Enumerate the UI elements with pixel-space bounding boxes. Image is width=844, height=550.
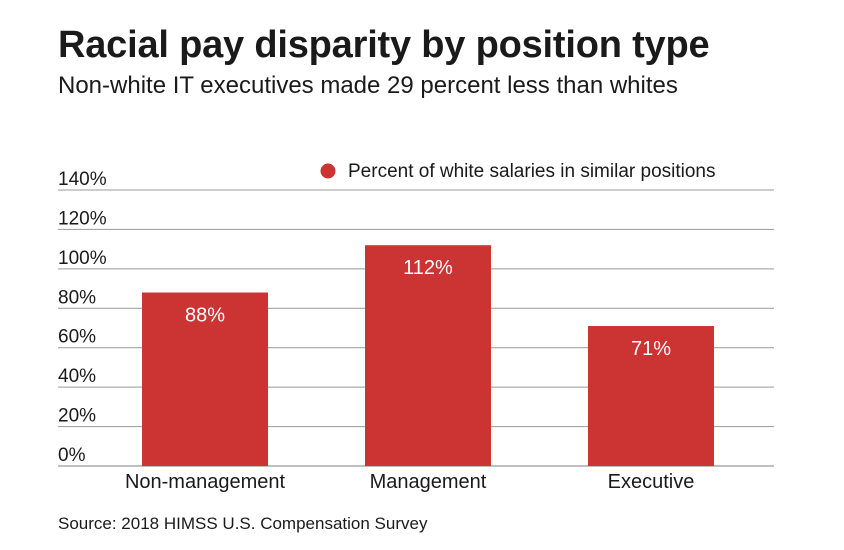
y-tick-label: 0%	[58, 445, 86, 466]
chart-subtitle: Non-white IT executives made 29 percent …	[58, 72, 678, 99]
y-tick-label: 60%	[58, 327, 96, 348]
y-tick-label: 80%	[58, 287, 96, 308]
y-tick-label: 120%	[58, 208, 107, 229]
legend-label: Percent of white salaries in similar pos…	[348, 161, 716, 182]
bar-management	[365, 245, 491, 466]
y-tick-label: 20%	[58, 406, 96, 427]
bar-non-management	[142, 292, 268, 466]
data-label: 112%	[403, 257, 453, 279]
legend-marker	[320, 163, 336, 179]
bar-executive	[588, 326, 714, 466]
data-label: 71%	[631, 338, 671, 360]
chart-title: Racial pay disparity by position type	[58, 24, 710, 66]
y-tick-label: 40%	[58, 366, 96, 387]
x-category-label: Executive	[608, 471, 695, 493]
x-category-label: Non-management	[125, 471, 286, 493]
y-tick-label: 100%	[58, 248, 107, 269]
y-tick-label: 140%	[58, 169, 107, 190]
x-category-label: Management	[370, 471, 487, 493]
data-label: 88%	[185, 305, 225, 327]
source-note: Source: 2018 HIMSS U.S. Compensation Sur…	[58, 514, 428, 533]
